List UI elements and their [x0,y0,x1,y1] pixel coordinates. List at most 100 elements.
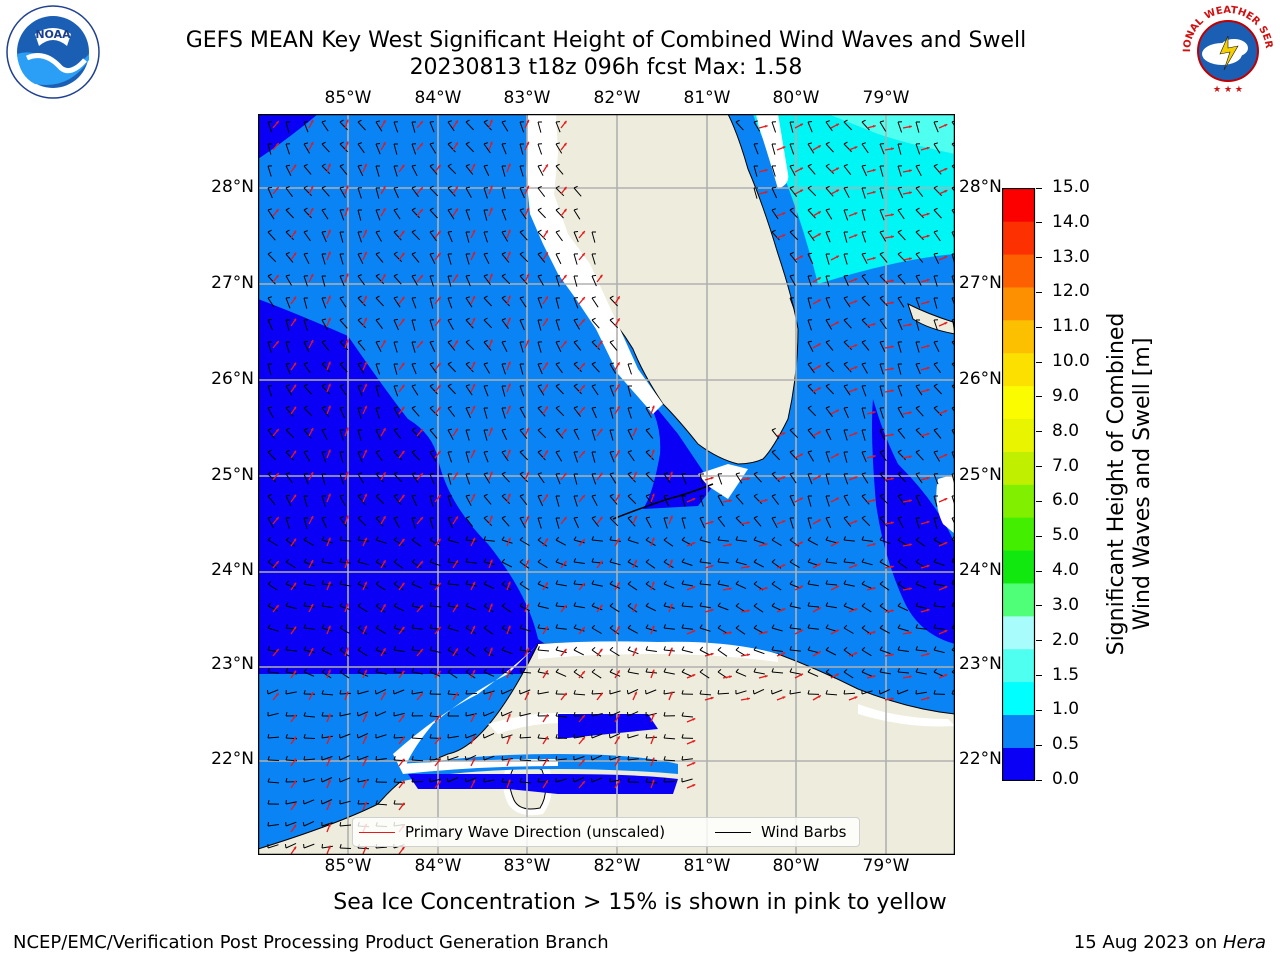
wind-barb [375,209,381,221]
wind-barb [321,822,333,827]
wind-barb [573,385,582,395]
wind-barb [393,517,400,528]
wind-barb [807,407,817,417]
wave-arrow-head [437,714,441,718]
wind-barb [501,495,511,505]
wind-barb [663,583,675,589]
wind-barb [717,561,729,564]
wind-barb [375,583,386,591]
colorbar-tick-16: 0.5 [1052,734,1080,755]
wind-barb [843,671,854,679]
wave-arrow-head [563,516,567,520]
wind-barb-flag [429,558,433,563]
wind-barb-flag [555,690,558,695]
wind-barb [483,583,495,589]
wind-barb-flag [861,295,866,299]
wind-barb-flag [591,296,596,299]
colorbar-tick-mark-3 [1036,291,1042,293]
wind-barb-flag [357,472,362,475]
wave-arrow-head [345,603,349,607]
wind-barb [933,407,943,417]
wind-barb [483,143,491,154]
wind-barb [537,319,542,331]
wind-barb-flag [393,733,396,739]
wave-arrow-head [836,321,839,325]
wave-arrow-head [420,473,423,476]
wind-barb [483,451,489,463]
wave-arrow-head [764,125,768,128]
wind-barb [519,517,526,528]
wind-barb [375,649,387,655]
wind-barb-flag [537,624,540,629]
wind-barb-flag [339,669,344,673]
wind-barb [429,671,441,677]
wind-barb [789,517,794,529]
colorbar-segment-17 [1002,188,1035,222]
wind-barb [393,627,405,632]
wind-barb-flag [933,450,939,453]
wind-barb [519,341,524,353]
wind-barb-flag [519,273,524,277]
wind-barb-flag [537,427,542,431]
wind-barb [501,429,508,441]
wave-arrow-head [472,449,475,453]
wind-barb [627,583,638,591]
wind-barb-flag [267,471,272,475]
wind-barb [897,341,902,353]
wind-barb [627,649,639,655]
wave-arrow-head [617,494,620,498]
wind-barb [285,319,290,331]
wind-barb [627,605,638,613]
wind-barb [771,121,777,133]
wind-barb-flag [375,295,380,299]
wind-barb [879,407,884,419]
wind-barb [591,407,597,419]
wind-barb [357,121,366,131]
wind-barb [933,451,941,462]
wind-barb-flag [393,689,395,695]
wind-barb [915,429,925,439]
wind-barb [483,297,492,307]
wind-barb [609,690,621,695]
wind-barb-flag [320,777,323,783]
wind-barb-flag [735,119,740,123]
wind-barb [771,231,780,241]
wind-barb-flag [825,120,830,123]
wind-barb [825,319,833,330]
wind-barb [537,429,547,439]
wind-barb [519,712,531,717]
wind-barb [825,649,837,656]
wind-barb [591,385,599,396]
wind-barb [285,473,293,484]
wind-barb [789,231,799,241]
wind-barb [825,627,837,632]
wind-barb-flag [537,251,542,255]
wind-barb [753,473,762,483]
wind-barb-flag [861,536,865,541]
wind-barb [285,297,291,309]
wind-barb-flag [393,624,397,629]
wind-barb [393,275,402,285]
wind-barb [519,495,528,506]
wave-arrow-head [489,339,493,343]
colorbar-tick-1: 14.0 [1052,211,1090,232]
wave-arrow-head [617,670,620,674]
wind-barb [879,495,889,505]
wind-barb [537,385,545,396]
wave-arrow-head [401,758,405,762]
wave-arrow-head [710,652,714,656]
colorbar-segment-1 [1002,714,1035,748]
wind-barb-flag [933,142,938,145]
wind-barb [411,407,420,417]
wind-barb [807,143,815,154]
wind-barb [357,187,362,199]
colorbar-tick-mark-16 [1036,744,1042,746]
wind-barb-flag [429,340,434,343]
wind-barb [933,143,941,154]
wind-barb-flag [519,624,523,629]
wind-barb [897,451,907,461]
wind-barb [591,777,603,783]
wave-arrow-head [634,691,637,695]
wave-arrow-head [582,297,585,300]
wind-barb-flag [825,406,830,409]
